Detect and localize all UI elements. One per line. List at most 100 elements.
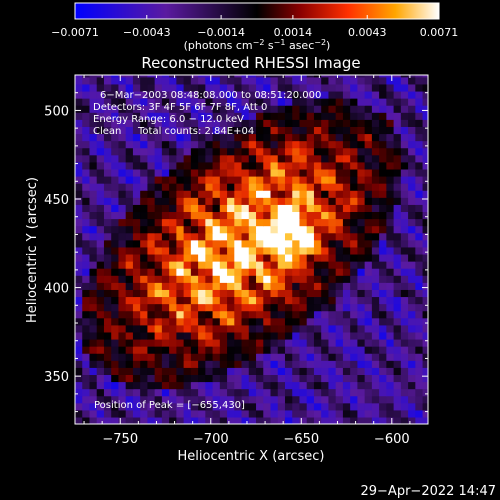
heatmap-pixel <box>415 296 424 305</box>
heatmap-pixel <box>132 204 141 213</box>
heatmap-pixel <box>422 76 428 85</box>
heatmap-pixel <box>313 112 322 120</box>
heatmap-pixel <box>393 338 402 347</box>
heatmap-pixel <box>205 331 214 340</box>
heatmap-pixel <box>140 225 149 234</box>
heatmap-pixel <box>350 416 358 424</box>
heatmap-pixel <box>140 409 149 418</box>
heatmap-pixel <box>205 402 214 411</box>
heatmap-pixel <box>379 338 387 347</box>
heatmap-pixel <box>256 140 264 149</box>
heatmap-pixel <box>103 253 112 262</box>
heatmap-pixel <box>371 90 380 99</box>
heatmap-pixel <box>371 388 380 397</box>
heatmap-pixel <box>96 282 105 290</box>
heatmap-pixel <box>364 346 373 354</box>
heatmap-pixel <box>379 253 387 262</box>
heatmap-pixel <box>263 83 272 92</box>
heatmap-pixel <box>183 367 192 375</box>
heatmap-pixel <box>270 282 279 290</box>
heatmap-pixel <box>82 289 91 298</box>
heatmap-pixel <box>422 268 428 276</box>
heatmap-pixel <box>408 133 416 142</box>
heatmap-pixel <box>169 402 177 411</box>
heatmap-pixel <box>241 289 250 298</box>
heatmap-pixel <box>313 105 322 113</box>
heatmap-pixel <box>248 310 257 319</box>
colorbar-tick-label: 0.0043 <box>348 26 387 39</box>
heatmap-pixel <box>386 324 395 333</box>
heatmap-pixel <box>205 367 214 375</box>
heatmap-pixel <box>342 275 351 283</box>
heatmap-pixel <box>96 190 105 198</box>
heatmap-pixel <box>292 232 301 241</box>
heatmap-pixel <box>386 75 395 78</box>
heatmap-pixel <box>321 317 330 326</box>
heatmap-pixel <box>277 261 286 269</box>
heatmap-pixel <box>256 161 264 170</box>
heatmap-pixel <box>335 183 344 191</box>
heatmap-pixel <box>132 296 141 305</box>
heatmap-pixel <box>299 310 308 319</box>
heatmap-pixel <box>198 90 206 99</box>
heatmap-pixel <box>263 374 272 383</box>
heatmap-pixel <box>176 360 185 368</box>
heatmap-pixel <box>292 338 301 347</box>
heatmap-pixel <box>256 346 264 354</box>
heatmap-pixel <box>422 168 428 177</box>
heatmap-pixel <box>263 310 272 319</box>
heatmap-pixel <box>198 268 206 276</box>
heatmap-pixel <box>89 374 98 383</box>
heatmap-pixel <box>335 126 344 135</box>
heatmap-pixel <box>183 76 192 85</box>
heatmap-pixel <box>82 268 91 276</box>
heatmap-pixel <box>89 331 98 340</box>
heatmap-pixel <box>299 98 308 106</box>
heatmap-pixel <box>89 346 98 354</box>
heatmap-pixel <box>103 360 112 368</box>
heatmap-pixel <box>350 239 358 248</box>
heatmap-pixel <box>364 75 373 78</box>
heatmap-pixel <box>125 161 134 170</box>
heatmap-pixel <box>350 253 358 262</box>
heatmap-pixel <box>212 175 221 184</box>
heatmap-pixel <box>371 253 380 262</box>
heatmap-pixel <box>118 402 127 411</box>
heatmap-pixel <box>415 310 424 319</box>
heatmap-pixel <box>263 239 272 248</box>
heatmap-pixel <box>400 367 409 375</box>
heatmap-pixel <box>132 395 141 404</box>
heatmap-pixel <box>176 246 185 255</box>
heatmap-pixel <box>350 190 358 198</box>
heatmap-pixel <box>169 331 177 340</box>
heatmap-pixel <box>241 90 250 99</box>
heatmap-pixel <box>176 119 185 127</box>
heatmap-pixel <box>169 211 177 220</box>
heatmap-pixel <box>357 126 366 135</box>
heatmap-pixel <box>169 338 177 347</box>
heatmap-pixel <box>75 218 83 227</box>
heatmap-pixel <box>306 374 315 383</box>
heatmap-pixel <box>82 161 91 170</box>
heatmap-pixel <box>190 416 199 424</box>
heatmap-pixel <box>132 140 141 149</box>
heatmap-pixel <box>284 346 293 354</box>
heatmap-pixel <box>198 154 206 163</box>
heatmap-pixel <box>379 126 387 135</box>
heatmap-pixel <box>364 409 373 418</box>
heatmap-pixel <box>364 126 373 135</box>
heatmap-pixel <box>386 261 395 269</box>
heatmap-pixel <box>292 395 301 404</box>
heatmap-pixel <box>176 253 185 262</box>
heatmap-pixel <box>198 303 206 312</box>
heatmap-pixel <box>227 147 235 156</box>
heatmap-pixel <box>140 261 149 269</box>
heatmap-pixel <box>176 90 185 99</box>
heatmap-pixel <box>292 402 301 411</box>
heatmap-pixel <box>357 168 366 177</box>
heatmap-pixel <box>350 105 358 113</box>
heatmap-pixel <box>205 75 214 78</box>
heatmap-pixel <box>313 303 322 312</box>
heatmap-pixel <box>386 190 395 198</box>
heatmap-pixel <box>169 296 177 305</box>
